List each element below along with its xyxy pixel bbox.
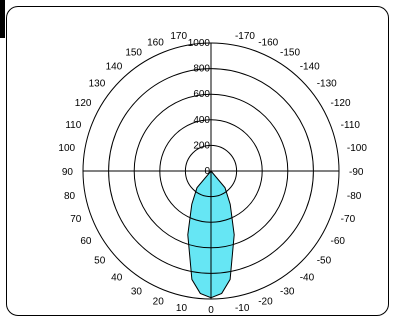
angle-label--90: -90 — [349, 167, 364, 178]
angle-label--170: -170 — [235, 31, 255, 42]
angle-label-140: 140 — [106, 61, 123, 72]
radial-tick-label-200: 200 — [193, 140, 210, 151]
angle-label--60: -60 — [331, 236, 346, 247]
angle-label-30: 30 — [131, 287, 143, 298]
angle-label-160: 160 — [147, 37, 164, 48]
angle-label--80: -80 — [347, 191, 362, 202]
angle-label--150: -150 — [280, 47, 300, 58]
angle-label--30: -30 — [280, 287, 295, 298]
angle-label--10: -10 — [235, 303, 250, 314]
angle-label--20: -20 — [258, 297, 273, 308]
angle-label-40: 40 — [111, 273, 123, 284]
angle-label-50: 50 — [94, 256, 106, 267]
angle-label-110: 110 — [65, 120, 81, 131]
angle-label--130: -130 — [317, 78, 337, 89]
angle-label-120: 120 — [75, 98, 92, 109]
angle-label-90: 90 — [62, 167, 74, 178]
angle-label-100: 100 — [58, 143, 75, 154]
radial-tick-label-1000: 1000 — [188, 38, 211, 49]
angle-label-20: 20 — [153, 297, 165, 308]
angle-label-70: 70 — [70, 214, 82, 225]
angle-label--120: -120 — [331, 98, 351, 109]
radial-tick-label-400: 400 — [193, 115, 210, 126]
frame-corner-mark — [0, 0, 5, 38]
radial-tick-label-600: 600 — [193, 89, 210, 100]
angle-label-170: 170 — [170, 31, 187, 42]
angle-label--140: -140 — [300, 61, 320, 72]
angle-label-10: 10 — [176, 303, 188, 314]
angle-label--100: -100 — [347, 143, 367, 154]
angle-label--160: -160 — [258, 37, 278, 48]
angle-label--50: -50 — [317, 256, 332, 267]
angle-label--70: -70 — [341, 214, 356, 225]
radial-tick-label-800: 800 — [193, 64, 210, 75]
angle-label-0: 0 — [208, 305, 214, 316]
radial-tick-label-0: 0 — [204, 166, 210, 177]
angle-label-150: 150 — [125, 47, 142, 58]
angle-label-60: 60 — [80, 236, 92, 247]
angle-label-80: 80 — [64, 191, 76, 202]
angle-label--110: -110 — [341, 120, 361, 131]
angle-label-130: 130 — [89, 78, 106, 89]
angle-label--40: -40 — [300, 273, 315, 284]
